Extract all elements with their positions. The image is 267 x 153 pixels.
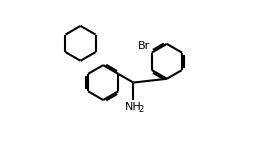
Text: NH: NH [125, 102, 142, 112]
Text: 2: 2 [139, 105, 144, 114]
Text: Br: Br [138, 41, 151, 51]
